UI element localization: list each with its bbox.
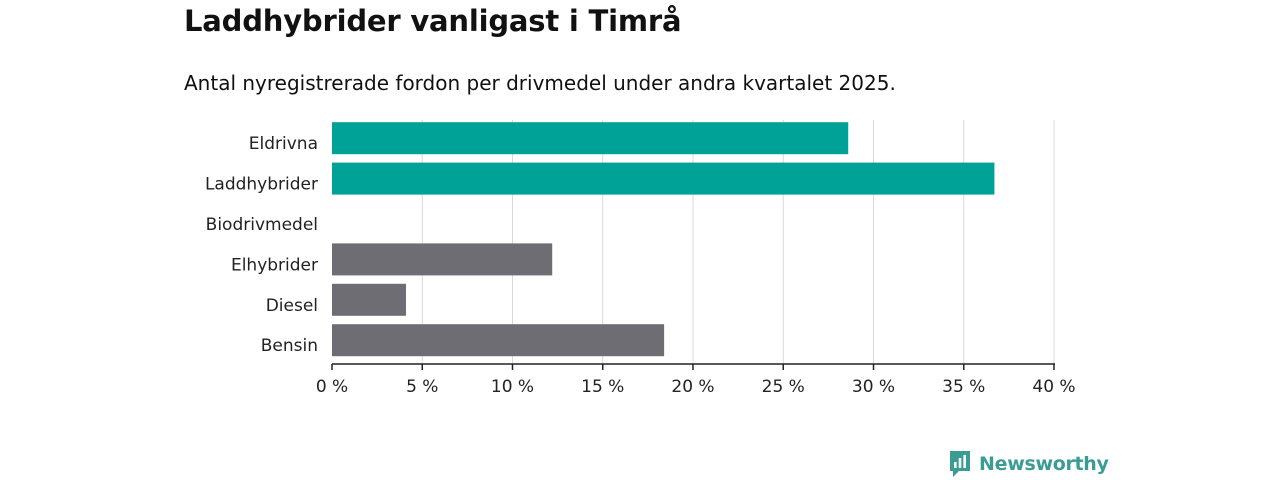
bar-diesel <box>332 283 407 316</box>
x-tick-label-5: 25 % <box>762 377 805 397</box>
category-label-elhybrider: Elhybrider <box>231 255 318 275</box>
x-tick-label-2: 10 % <box>491 377 534 397</box>
x-tick-label-4: 20 % <box>671 377 714 397</box>
brand-name: Newsworthy <box>979 453 1109 475</box>
category-label-eldrivna: Eldrivna <box>249 134 318 154</box>
bar-elhybrider <box>332 243 553 276</box>
bar-eldrivna <box>332 122 849 155</box>
newsworthy-logo-icon <box>950 451 970 477</box>
chart-title: Laddhybrider vanligast i Timrå <box>184 4 682 38</box>
category-labels: Eldrivna Laddhybrider Biodrivmedel Elhybrid… <box>205 134 318 356</box>
bars <box>332 122 995 357</box>
bar-bensin <box>332 324 665 357</box>
x-tick-label-8: 40 % <box>1032 377 1075 397</box>
category-label-laddhybrider: Laddhybrider <box>205 175 318 195</box>
x-tick-label-3: 15 % <box>581 377 624 397</box>
category-label-bensin: Bensin <box>261 336 318 356</box>
x-tick-label-1: 5 % <box>406 377 438 397</box>
chart-subtitle: Antal nyregistrerade fordon per drivmede… <box>184 71 896 95</box>
category-label-diesel: Diesel <box>266 296 318 316</box>
x-tick-label-7: 35 % <box>942 377 985 397</box>
gridlines <box>421 120 1055 364</box>
bar-laddhybrider <box>332 162 995 195</box>
x-tick-label-6: 30 % <box>852 377 895 397</box>
x-axis: 0 % 5 % 10 % 15 % 20 % 25 % 30 % 35 % 40 % <box>316 363 1076 397</box>
x-tick-label-0: 0 % <box>316 377 348 397</box>
category-label-biodrivmedel: Biodrivmedel <box>206 215 318 235</box>
newsworthy-brand[interactable]: Newsworthy <box>948 450 1109 478</box>
